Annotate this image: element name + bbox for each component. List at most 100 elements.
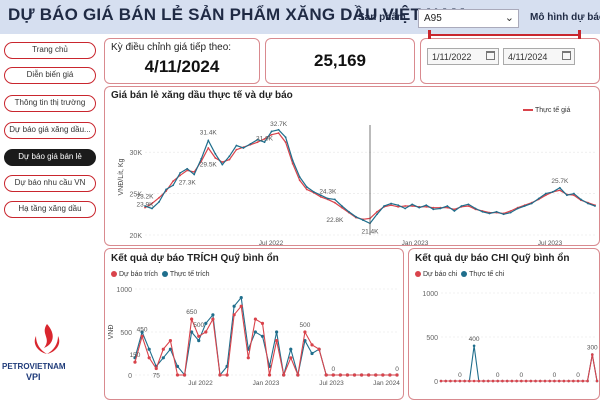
legend-label: Dự báo chi bbox=[423, 271, 458, 278]
data-point bbox=[256, 141, 259, 144]
data-point bbox=[200, 157, 203, 160]
sidebar-item[interactable]: Dự báo giá bán lẻ bbox=[4, 149, 96, 166]
data-label: 21.4K bbox=[362, 228, 380, 235]
data-point bbox=[161, 356, 165, 360]
page-title: DỰ BÁO GIÁ BÁN LẺ SẢN PHẨM XĂNG DẦU VIỆT… bbox=[8, 5, 466, 24]
data-point bbox=[305, 186, 308, 188]
date-from-input[interactable]: 1/11/2022 bbox=[427, 48, 499, 65]
data-point bbox=[446, 205, 449, 207]
data-label: 500 bbox=[300, 322, 311, 329]
data-point bbox=[362, 219, 364, 221]
data-point bbox=[348, 210, 350, 213]
sidebar-item[interactable]: Dự báo nhu cầu VN bbox=[4, 175, 96, 192]
data-point bbox=[453, 208, 456, 211]
chart-title: Giá bán lẻ xăng dầu thực tế và dự báo bbox=[111, 90, 293, 101]
chi-chart-card: Kết quả dự báo CHI Quỹ bình ổn Dự báo ch… bbox=[408, 248, 600, 400]
data-point bbox=[367, 373, 371, 377]
data-point bbox=[151, 207, 153, 210]
slider-handle-start[interactable] bbox=[428, 30, 431, 39]
data-point bbox=[544, 192, 547, 195]
data-label: 75 bbox=[153, 373, 161, 380]
trich-chart-card: Kết quả dự báo TRÍCH Quỹ bình ổn Dự báo … bbox=[104, 248, 404, 400]
data-point bbox=[211, 313, 215, 317]
sidebar-item[interactable]: Hạ tầng xăng dầu bbox=[4, 201, 96, 218]
chart-legend: Thực tế giá bbox=[523, 107, 570, 114]
data-point bbox=[502, 213, 505, 216]
legend-label: Thực tế trích bbox=[169, 271, 210, 278]
data-label: 0 bbox=[395, 366, 399, 373]
series-line bbox=[441, 354, 598, 382]
data-point bbox=[453, 210, 456, 212]
data-point bbox=[253, 317, 257, 321]
data-point bbox=[586, 379, 589, 383]
product-select[interactable]: A95 ⌄ bbox=[418, 9, 519, 28]
legend-dot bbox=[415, 271, 421, 278]
data-point bbox=[558, 186, 561, 189]
data-point bbox=[594, 205, 596, 207]
legend-dot bbox=[161, 271, 168, 278]
next-adjust-card: Kỳ điều chỉnh giá tiếp theo: 4/11/2024 bbox=[104, 38, 260, 84]
slider-handle-end[interactable] bbox=[578, 30, 581, 39]
data-point bbox=[165, 188, 167, 191]
date-to-value: 4/11/2024 bbox=[508, 52, 548, 62]
data-point bbox=[467, 205, 470, 207]
data-point bbox=[444, 379, 448, 383]
data-point bbox=[432, 206, 435, 209]
data-point bbox=[305, 188, 308, 191]
data-point bbox=[270, 133, 273, 136]
data-label: 450 bbox=[137, 326, 148, 333]
date-to-input[interactable]: 4/11/2024 bbox=[503, 48, 575, 65]
data-point bbox=[303, 330, 307, 334]
y-axis-label: VNĐ bbox=[108, 325, 115, 340]
data-label: 25.7K bbox=[551, 178, 569, 185]
data-point bbox=[458, 379, 462, 383]
data-point bbox=[168, 339, 173, 343]
data-point bbox=[144, 205, 146, 207]
data-point bbox=[340, 205, 343, 207]
sidebar-item[interactable]: Dự báo giá xăng dầu... bbox=[4, 122, 96, 139]
data-point bbox=[144, 206, 146, 209]
data-point bbox=[472, 344, 476, 348]
date-range-slider[interactable] bbox=[430, 34, 580, 36]
data-point bbox=[246, 356, 250, 360]
data-point bbox=[488, 212, 491, 215]
data-point bbox=[277, 132, 280, 134]
data-point bbox=[284, 136, 287, 139]
data-point bbox=[310, 351, 314, 356]
data-point bbox=[477, 379, 481, 383]
data-point bbox=[291, 162, 294, 165]
data-point bbox=[509, 211, 512, 214]
data-point bbox=[463, 379, 466, 383]
data-point bbox=[172, 184, 175, 187]
data-point bbox=[221, 161, 224, 163]
data-point bbox=[425, 205, 428, 208]
calendar-icon[interactable] bbox=[486, 51, 495, 60]
x-tick-label: Jul 2022 bbox=[188, 380, 213, 387]
data-label: 29.5K bbox=[200, 161, 218, 168]
data-point bbox=[221, 163, 224, 166]
y-tick-label: 20K bbox=[130, 233, 143, 240]
sidebar-item[interactable]: Diễn biến giá bbox=[4, 67, 96, 84]
data-point bbox=[235, 148, 238, 151]
data-point bbox=[534, 379, 537, 383]
data-point bbox=[439, 207, 442, 210]
data-point bbox=[530, 202, 533, 205]
calendar-icon[interactable] bbox=[562, 51, 571, 60]
data-point bbox=[439, 379, 443, 383]
data-point bbox=[340, 206, 343, 209]
legend-line-swatch bbox=[523, 109, 533, 111]
sidebar-item[interactable]: Trang chủ bbox=[4, 42, 96, 59]
data-label: 0 bbox=[553, 372, 557, 379]
legend-label: Dự báo trích bbox=[119, 271, 158, 278]
sidebar-item[interactable]: Thông tin thị trường bbox=[4, 95, 96, 112]
data-point bbox=[289, 347, 293, 351]
data-point bbox=[147, 347, 151, 351]
data-point bbox=[359, 373, 364, 377]
data-point bbox=[482, 379, 485, 383]
data-point bbox=[175, 373, 180, 377]
data-point bbox=[374, 373, 378, 377]
data-point bbox=[496, 379, 500, 383]
data-point bbox=[249, 142, 252, 145]
data-point bbox=[214, 157, 217, 159]
data-point bbox=[310, 343, 314, 347]
